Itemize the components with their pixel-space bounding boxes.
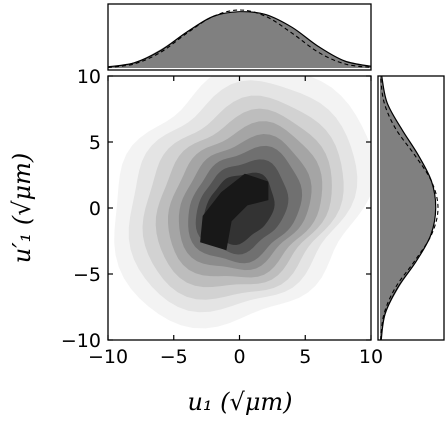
axis-ticks (107, 75, 372, 341)
right-marginal-solid-curve (380, 76, 437, 340)
x-tick-label: −10 (88, 346, 128, 368)
x-tick-label: 5 (299, 346, 311, 368)
right-marginal-marks (380, 76, 439, 340)
top-marginal-dashed-curve (108, 9, 371, 68)
y-axis-label: u′₁ (√μm) (8, 153, 36, 264)
joint-density-panel: −10 −5 0 5 10 −10 −5 0 5 10 (61, 66, 383, 368)
y-tick-label: 5 (89, 132, 101, 154)
y-tick-label: 10 (77, 66, 101, 88)
x-tick-label: 10 (359, 346, 383, 368)
x-tick-label: −5 (160, 346, 188, 368)
y-tick-label: −5 (73, 264, 101, 286)
top-marginal-marks (108, 9, 371, 69)
right-marginal-dashed-curve (380, 76, 439, 340)
right-marginal-area (380, 76, 436, 340)
density-contours (114, 76, 371, 329)
right-marginal-panel (377, 75, 445, 341)
x-axis-label: u₁ (√μm) (187, 388, 292, 416)
top-marginal-area (108, 12, 371, 69)
top-marginal-solid-curve (108, 11, 371, 68)
right-marginal-frame (377, 75, 445, 341)
x-tick-label: 0 (233, 346, 245, 368)
axis-tick-labels: −10 −5 0 5 10 −10 −5 0 5 10 (61, 66, 383, 368)
y-tick-label: 0 (89, 198, 101, 220)
top-marginal-panel (107, 3, 372, 71)
y-tick-label: −10 (61, 330, 101, 352)
contour-core (200, 173, 269, 251)
top-marginal-frame (107, 3, 372, 71)
